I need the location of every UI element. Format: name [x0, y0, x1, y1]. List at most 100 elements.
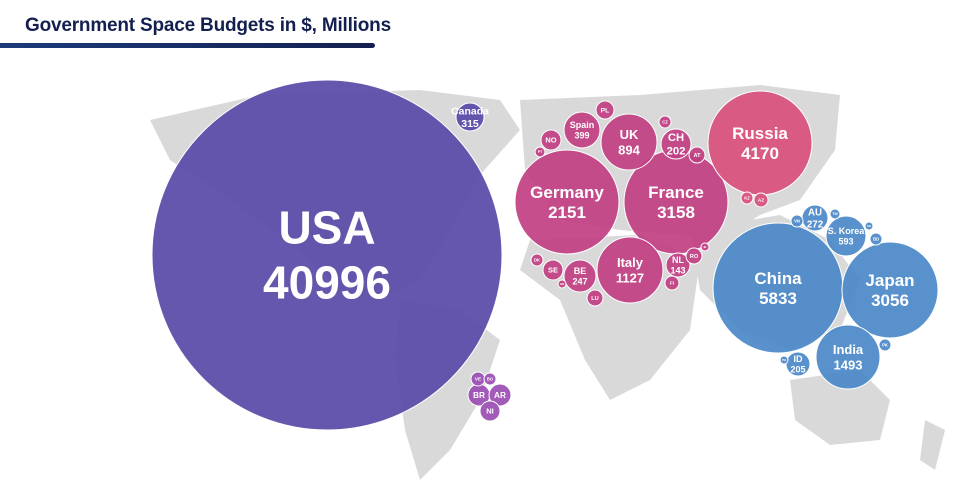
bubble-pk: PK — [878, 338, 892, 352]
bubble-circle — [455, 102, 485, 132]
bubble-circle — [707, 90, 813, 196]
bubble-label: BR — [473, 391, 485, 400]
bubble-value: 205 — [790, 365, 805, 375]
bubble-dk: DK — [530, 253, 544, 267]
bubble-value: 2151 — [548, 203, 586, 222]
bubble-circle — [664, 275, 680, 291]
bubble-circle — [595, 100, 615, 120]
bubble-fi: FI — [664, 275, 680, 291]
bubble-circle — [530, 253, 544, 267]
bubble-label: DK — [534, 257, 540, 262]
bubble-label: SE — [548, 266, 558, 275]
chart-title: Government Space Budgets in $, Millions — [25, 15, 391, 36]
bubble-circle — [563, 259, 597, 293]
bubble-label: NI — [486, 407, 494, 416]
bubble-at: AT — [688, 146, 706, 164]
bubble-label: BE — [574, 266, 587, 276]
bubble-circle — [869, 232, 883, 246]
bubble-pl: PL — [595, 100, 615, 120]
bubble-label: PH — [782, 358, 786, 362]
bubble-label: VN — [794, 218, 800, 223]
bubble-value: 399 — [574, 131, 589, 141]
bubble-label: VE — [475, 377, 482, 383]
bubble-vn: VN — [790, 214, 804, 228]
bubble-circle — [688, 146, 706, 164]
continent-shape — [790, 370, 890, 445]
bubble-label: PL — [601, 107, 610, 114]
bubble-label: IE — [704, 245, 707, 249]
bubble-kz: KZ — [740, 191, 754, 205]
bubbles: USA40996Canada315Germany2151France3158It… — [151, 79, 939, 431]
continent-shape — [920, 420, 945, 470]
bubble-label: KZ — [744, 195, 750, 200]
bubble-bo: BO — [483, 372, 497, 386]
bubble-label: SG — [867, 224, 872, 228]
bubble-circle — [665, 252, 691, 278]
bubble-value: 272 — [807, 219, 824, 230]
bubble-circle — [534, 146, 546, 158]
bubble-label: China — [754, 269, 802, 288]
bubble-label: RO — [690, 254, 699, 260]
bubble-label: PK — [882, 342, 888, 347]
bubble-circle — [557, 279, 567, 289]
bubble-circle — [829, 208, 841, 220]
bubble-label: FI — [670, 281, 675, 287]
bubble-label: BD — [873, 236, 879, 241]
bubble-se: SE — [542, 259, 564, 281]
bubble-ch: CH 202 — [660, 128, 692, 160]
bubble-circle — [685, 247, 703, 265]
bubble-label: Spain — [570, 120, 595, 130]
bubble-label: Russia — [732, 124, 788, 143]
bubble-value: 40996 — [263, 257, 391, 309]
bubble-value: 4170 — [741, 144, 779, 163]
bubble-circle — [864, 221, 874, 231]
bubble-circle — [825, 215, 867, 257]
bubble-label: Japan — [865, 271, 914, 290]
title-underline — [0, 43, 375, 48]
bubble-value: 5833 — [759, 289, 797, 308]
bubble-value: 894 — [618, 142, 640, 157]
bubble-circle — [514, 149, 620, 255]
bubble-ve: VE — [470, 371, 486, 387]
bubble-label: Germany — [530, 183, 604, 202]
bubble-value: 1127 — [616, 270, 644, 285]
bubble-label: India — [833, 342, 864, 357]
bubble-ni: NI — [479, 400, 501, 422]
bubble-gr: GR — [557, 279, 567, 289]
bubble-ph: PH — [779, 355, 789, 365]
bubble-circle — [658, 115, 672, 129]
bubble-circle — [779, 355, 789, 365]
bubble-circle — [600, 113, 658, 171]
bubble-label: PT — [538, 150, 543, 154]
bubble-tw: TW — [829, 208, 841, 220]
bubble-circle — [712, 222, 844, 354]
bubble-circle — [815, 324, 881, 390]
bubble-lu: LU — [586, 289, 604, 307]
bubble-pt: PT — [534, 146, 546, 158]
bubble-circle — [753, 192, 769, 208]
bubble-value: 3056 — [871, 291, 909, 310]
bubble-value: 593 — [838, 237, 853, 247]
bubble-circle — [700, 242, 710, 252]
bubble-circle — [878, 338, 892, 352]
bubble-label: AZ — [758, 198, 765, 204]
bubble-bd: BD — [869, 232, 883, 246]
bubble-circle — [596, 236, 664, 304]
bubble-circle — [479, 400, 501, 422]
bubble-circle — [660, 128, 692, 160]
bubble-ro: RO — [685, 247, 703, 265]
bubble-label: USA — [278, 202, 375, 254]
bubble-value: 1493 — [834, 357, 863, 372]
bubble-label: France — [648, 183, 704, 202]
